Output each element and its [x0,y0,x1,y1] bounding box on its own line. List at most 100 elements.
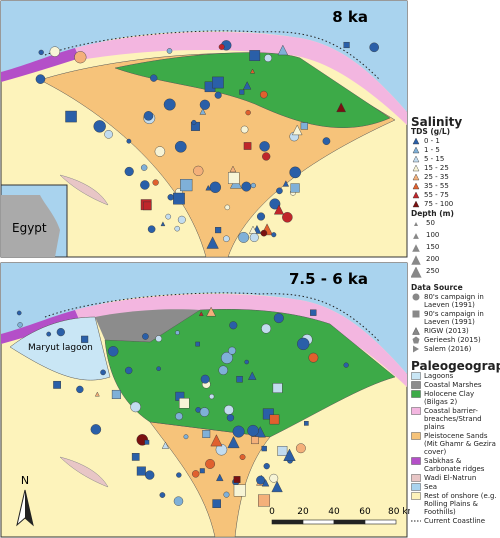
legend-symbol [412,336,420,344]
sample-point [216,473,224,482]
sample-point [175,412,183,421]
scale-segment [364,519,397,525]
sample-point [262,408,274,420]
sample-point [199,108,207,115]
sea [1,1,407,112]
legend-item: Coastal Marshes [411,381,500,389]
sample-point [165,213,172,220]
coastline [44,292,381,343]
pleistocene-sands [149,421,271,538]
sample-point [199,407,210,417]
sample-point [209,181,222,193]
legend-symbol [412,293,420,301]
sample-point [93,120,106,133]
panel-8ka: Egypt 8 ka [0,0,408,258]
scale-label: 0 [269,507,275,517]
scale-label: 20 [297,507,309,517]
sample-point [260,229,268,237]
sample-point [212,76,224,89]
sample-point [215,443,228,456]
legend-item: Sabkhas & Carbonate ridges [411,457,500,473]
scale-segment [302,519,335,525]
legend-symbol [411,267,422,278]
sample-point [214,91,222,99]
legend-symbol [411,381,421,389]
legend-item: 55 - 75 [411,191,500,199]
sample-point [191,119,197,125]
sample-point [175,330,180,335]
legend-item: Pleistocene Sands (Mit Ghamr & Gezira co… [411,432,500,456]
sample-point [200,374,210,384]
legend-item: 100 [411,231,500,242]
north-arrow: N [16,474,34,527]
sample-point [180,179,193,192]
sample-point [261,323,272,334]
sample-point [173,496,184,506]
sample-point [152,179,159,186]
sample-point [53,380,61,389]
sample-point [233,476,241,483]
sample-point [107,346,119,357]
sample-point [177,215,186,224]
legend-item: Rest of onshore (e.g. Rolling Plains & F… [411,492,500,516]
sample-point [241,181,252,192]
panel-label: 7.5 - 6 ka [289,270,368,288]
legend-symbol [412,310,420,318]
sample-point [140,164,148,171]
legend-text: Coastal barrier-breaches/Strand plains [424,407,482,431]
legend-paleo: PaleogeographyLagoonsCoastal MarshesHolo… [411,360,500,526]
sample-point [130,401,141,413]
sample-point [205,459,216,469]
sample-point [271,232,277,238]
sample-point [183,434,189,440]
legend-symbol [412,327,420,335]
legend-text: 75 - 100 [424,200,454,208]
sample-point [199,468,205,474]
barrier [75,31,407,125]
legend-symbol [412,137,420,145]
sample-point [245,109,251,116]
sample-point [295,443,306,454]
sample-point [244,359,249,365]
legend-text: RIGW (2013) [424,327,469,335]
sample-point [176,472,182,478]
sample-point [310,309,317,316]
legend-symbol [411,255,421,265]
sample-point [143,111,154,121]
holocene-clay [104,309,396,438]
sample-point [167,194,174,201]
sample-point [100,369,106,376]
legend-text: Wadi El-Natrun [424,474,477,482]
sample-point [261,445,267,452]
sample-point [260,90,268,99]
legend-symbol [411,390,421,398]
legend-item: 25 - 35 [411,173,500,181]
sample-point [249,50,261,61]
legend-text: Current Coastline [424,517,486,525]
sample-point [144,439,150,445]
legend-text: 90's campaign in Laeven (1991) [424,310,484,326]
legend-text: Sabkhas & Carbonate ridges [424,457,485,473]
sample-point [94,391,100,397]
sample-point [273,204,285,215]
sample-point [238,231,250,243]
legend-item: RIGW (2013) [411,327,500,335]
legend-item: Sea [411,483,500,491]
sample-point [193,165,204,176]
scale-bar: 0 20 40 60 80 km [269,507,410,525]
sample-point [264,54,272,63]
sample-point [126,138,132,144]
legend-item: 50 [411,219,500,230]
legend-symbol [413,345,419,353]
sample-point [174,225,180,232]
sample-point [322,137,331,145]
sample-point [49,46,61,57]
sample-point [269,414,280,425]
legend-text: 55 - 75 [424,191,449,199]
legend-item: Salem (2016) [411,345,500,353]
legend-item: Coastal barrier-breaches/Strand plains [411,407,500,431]
sample-point [156,366,161,371]
legend-text: Holocene Clay (Bilgas 2) [424,390,475,406]
legend-text: 50 [426,219,435,227]
holocene-clay [114,52,391,128]
